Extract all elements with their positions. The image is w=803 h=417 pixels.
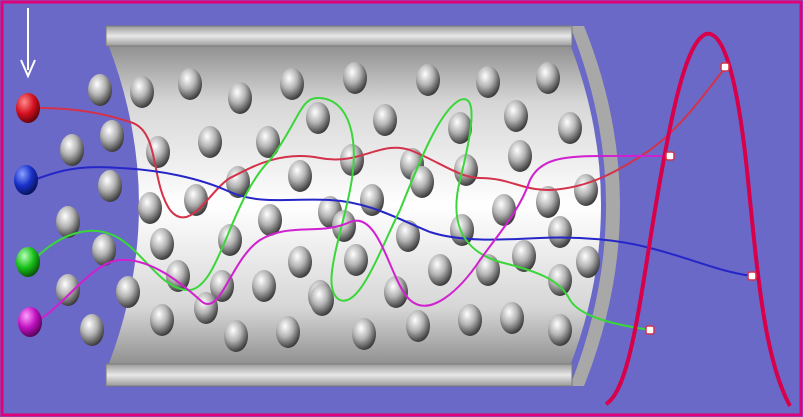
stationary-phase-bead [344,244,368,276]
stationary-phase-bead [100,120,124,152]
blue-marker [747,271,757,281]
column-end-rim [570,26,620,386]
stationary-phase-bead [360,184,384,216]
stationary-phase-bead [280,68,304,100]
stationary-phase-bead [98,170,122,202]
stationary-phase-bead [80,314,104,346]
stationary-phase-bead [258,204,282,236]
column-bottom-wall [105,363,573,387]
stationary-phase-bead [256,126,280,158]
red-analyte-path [39,67,726,219]
stationary-phase-bead [306,102,330,134]
stationary-phase-bead [252,270,276,302]
stationary-phase-bead [210,270,234,302]
analyte-spheres [14,93,42,337]
stationary-phase-bead [224,320,248,352]
stationary-phase-bead [92,234,116,266]
stationary-phase-bead [492,194,516,226]
stationary-phase-bead [218,224,242,256]
stationary-phase-bead [410,166,434,198]
stationary-phase-bead [512,240,536,272]
stationary-phase-bead [416,64,440,96]
blue-analyte-path [33,166,753,277]
stationary-phase-bead [504,100,528,132]
stationary-phase-bead [508,140,532,172]
stationary-phase-bead [150,228,174,260]
stationary-phase-bead [428,254,452,286]
green-marker [645,325,655,335]
red-analyte-sphere [16,93,40,123]
stationary-phase-beads [56,62,600,352]
elution-peak-curve [604,31,792,407]
stationary-phase-bead [310,284,334,316]
stationary-phase-bead [343,62,367,94]
green-analyte-sphere [16,247,40,277]
stationary-phase-bead [332,210,356,242]
stationary-phase-bead [450,214,474,246]
stationary-phase-bead [138,192,162,224]
stationary-phase-bead [476,254,500,286]
blue-analyte-sphere [14,165,38,195]
stationary-phase-bead [396,220,420,252]
stationary-phase-bead [574,174,598,206]
stationary-phase-bead [476,66,500,98]
stationary-phase-bead [448,112,472,144]
stationary-phase-bead [548,314,572,346]
stationary-phase-bead [352,318,376,350]
stationary-phase-bead [56,274,80,306]
stationary-phase-bead [548,216,572,248]
detector-markers [645,62,757,335]
stationary-phase-bead [226,166,250,198]
magenta-analyte-path [33,154,670,323]
stationary-phase-bead [228,82,252,114]
analyte-paths [31,67,753,331]
stationary-phase-bead [500,302,524,334]
magenta-analyte-sphere [18,307,42,337]
down-arrow-icon [20,8,36,79]
magenta-marker [665,151,675,161]
stationary-phase-bead [184,184,208,216]
stationary-phase-bead [60,134,84,166]
stationary-phase-bead [458,304,482,336]
stationary-phase-bead [276,316,300,348]
stationary-phase-bead [116,276,140,308]
stationary-phase-bead [178,68,202,100]
stationary-phase-bead [406,310,430,342]
stationary-phase-bead [576,246,600,278]
column-top-wall [105,25,573,47]
stationary-phase-bead [146,136,170,168]
stationary-phase-bead [288,160,312,192]
red-marker [720,62,730,72]
stationary-phase-bead [548,264,572,296]
stationary-phase-bead [166,260,190,292]
stationary-phase-bead [288,246,312,278]
stationary-phase-bead [340,144,364,176]
stationary-phase-bead [88,74,112,106]
stationary-phase-bead [384,276,408,308]
stationary-phase-bead [56,206,80,238]
stationary-phase-bead [130,76,154,108]
stationary-phase-bead [558,112,582,144]
stationary-phase-bead [536,62,560,94]
stationary-phase-bead [150,304,174,336]
stationary-phase-bead [373,104,397,136]
stationary-phase-bead [536,186,560,218]
stationary-phase-bead [198,126,222,158]
green-analyte-path [31,96,651,331]
